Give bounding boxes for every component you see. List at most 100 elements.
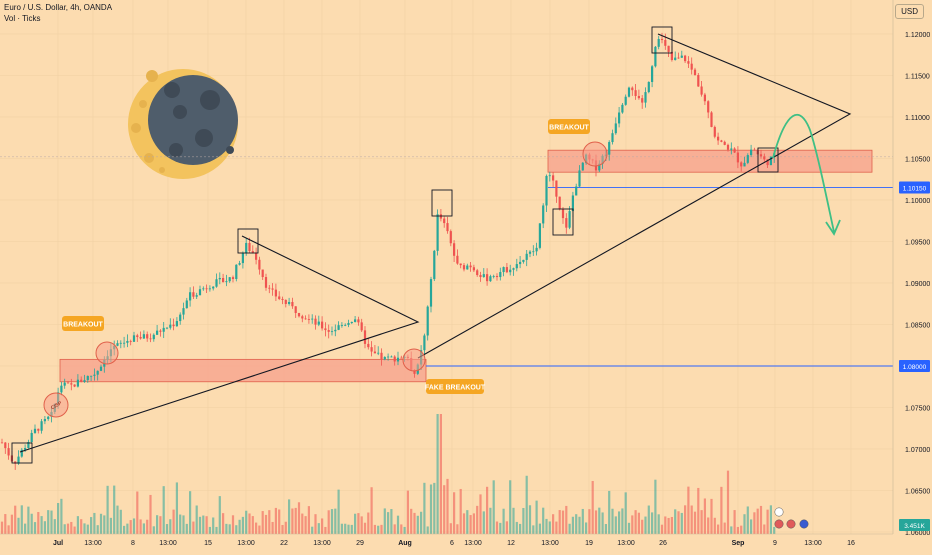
candle-body <box>30 432 33 443</box>
candle-body <box>624 96 627 105</box>
time-tick-label: 29 <box>356 540 364 547</box>
volume-bar <box>575 514 578 534</box>
volume-bar <box>215 526 218 534</box>
volume-bar <box>132 518 136 534</box>
volume-bar <box>241 516 244 534</box>
time-tick-label: 13:00 <box>804 540 822 547</box>
candle-body <box>363 330 367 344</box>
candle-body <box>347 322 350 325</box>
volume-bar <box>585 522 588 534</box>
volume-bar <box>235 525 238 534</box>
price-tick-label: 1.10000 <box>905 198 930 205</box>
candle-body <box>565 218 568 228</box>
candle-body <box>393 356 396 362</box>
candle-body <box>575 186 578 196</box>
volume-bar <box>73 526 76 534</box>
volume-bar <box>390 509 393 534</box>
volume-bar <box>198 516 202 534</box>
candle-body <box>651 66 654 82</box>
candle-body <box>182 308 185 315</box>
chart-title: Euro / U.S. Dollar, 4h, OANDA <box>4 3 113 12</box>
volume-bar <box>93 512 96 534</box>
time-tick-label: 6 <box>450 540 454 547</box>
volume-bar <box>624 492 627 534</box>
candle-body <box>684 55 687 62</box>
volume-bar <box>687 486 690 534</box>
candle-body <box>611 133 614 143</box>
candle-body <box>261 269 264 278</box>
highlight-circle <box>43 392 69 418</box>
volume-bar <box>189 491 192 534</box>
volume-bar <box>248 513 251 534</box>
volume-bar <box>330 509 334 534</box>
candle-body <box>443 218 446 224</box>
currency-badge[interactable]: USD <box>895 4 924 19</box>
volume-bar <box>344 523 347 534</box>
volume-bar <box>99 513 103 534</box>
projection-arrowhead <box>825 219 841 236</box>
candle-body <box>205 288 208 290</box>
volume-bar <box>37 512 40 534</box>
candle-body <box>532 251 535 253</box>
candle-body <box>763 156 766 160</box>
volume-bar <box>86 524 89 534</box>
volume-bar <box>756 508 759 534</box>
volume-bar <box>406 490 409 534</box>
volume-bar <box>30 513 33 534</box>
volume-bar <box>449 523 452 534</box>
volume-bar <box>20 505 23 534</box>
candle-body <box>733 148 736 153</box>
candle-body <box>83 380 86 382</box>
time-tick-label: 22 <box>280 540 288 547</box>
us-flag-icon <box>786 519 796 529</box>
volume-bar <box>340 523 343 534</box>
volume-bar <box>505 521 508 534</box>
volume-bar <box>423 482 426 534</box>
candle-body <box>288 301 291 304</box>
candle-body <box>548 175 551 177</box>
candle-body <box>687 61 690 64</box>
volume-bar <box>769 505 772 534</box>
volume-bar <box>459 488 462 534</box>
candle-body <box>73 384 76 387</box>
candle-body <box>680 55 683 58</box>
candle-body <box>515 264 518 269</box>
volume-bar <box>238 519 241 534</box>
candle-body <box>159 330 162 332</box>
volume-bar <box>350 524 353 534</box>
candle-body <box>677 57 680 59</box>
candle-body <box>370 347 373 352</box>
time-tick-label: 13:00 <box>464 540 482 547</box>
candle-body <box>264 277 268 288</box>
price-tick-label: 1.06500 <box>905 489 930 496</box>
volume-bar <box>373 524 376 534</box>
candle-body <box>512 268 515 270</box>
volume-bar <box>225 523 228 534</box>
candle-body <box>373 351 376 354</box>
volume-bar <box>222 513 225 534</box>
volume-bar <box>387 512 390 534</box>
volume-bar <box>324 526 327 534</box>
volume-bar <box>608 490 611 534</box>
volume-bar <box>598 507 601 534</box>
candle-body <box>413 369 416 374</box>
candle-body <box>697 74 700 87</box>
candle-body <box>307 319 310 320</box>
volume-bar <box>103 515 106 534</box>
volume-bar <box>24 523 27 534</box>
candle-body <box>330 331 334 333</box>
highlight-circle <box>582 141 608 167</box>
time-tick-label: 13:00 <box>84 540 102 547</box>
volume-bar <box>512 507 515 534</box>
volume-bar <box>456 524 459 534</box>
volume-bar <box>169 519 172 534</box>
candle-body <box>726 144 730 150</box>
candle-body <box>231 277 235 280</box>
candle-body <box>123 342 126 344</box>
candle-body <box>492 275 495 277</box>
volume-bar <box>294 507 297 534</box>
candle-body <box>495 275 499 278</box>
candle-body <box>47 416 50 420</box>
